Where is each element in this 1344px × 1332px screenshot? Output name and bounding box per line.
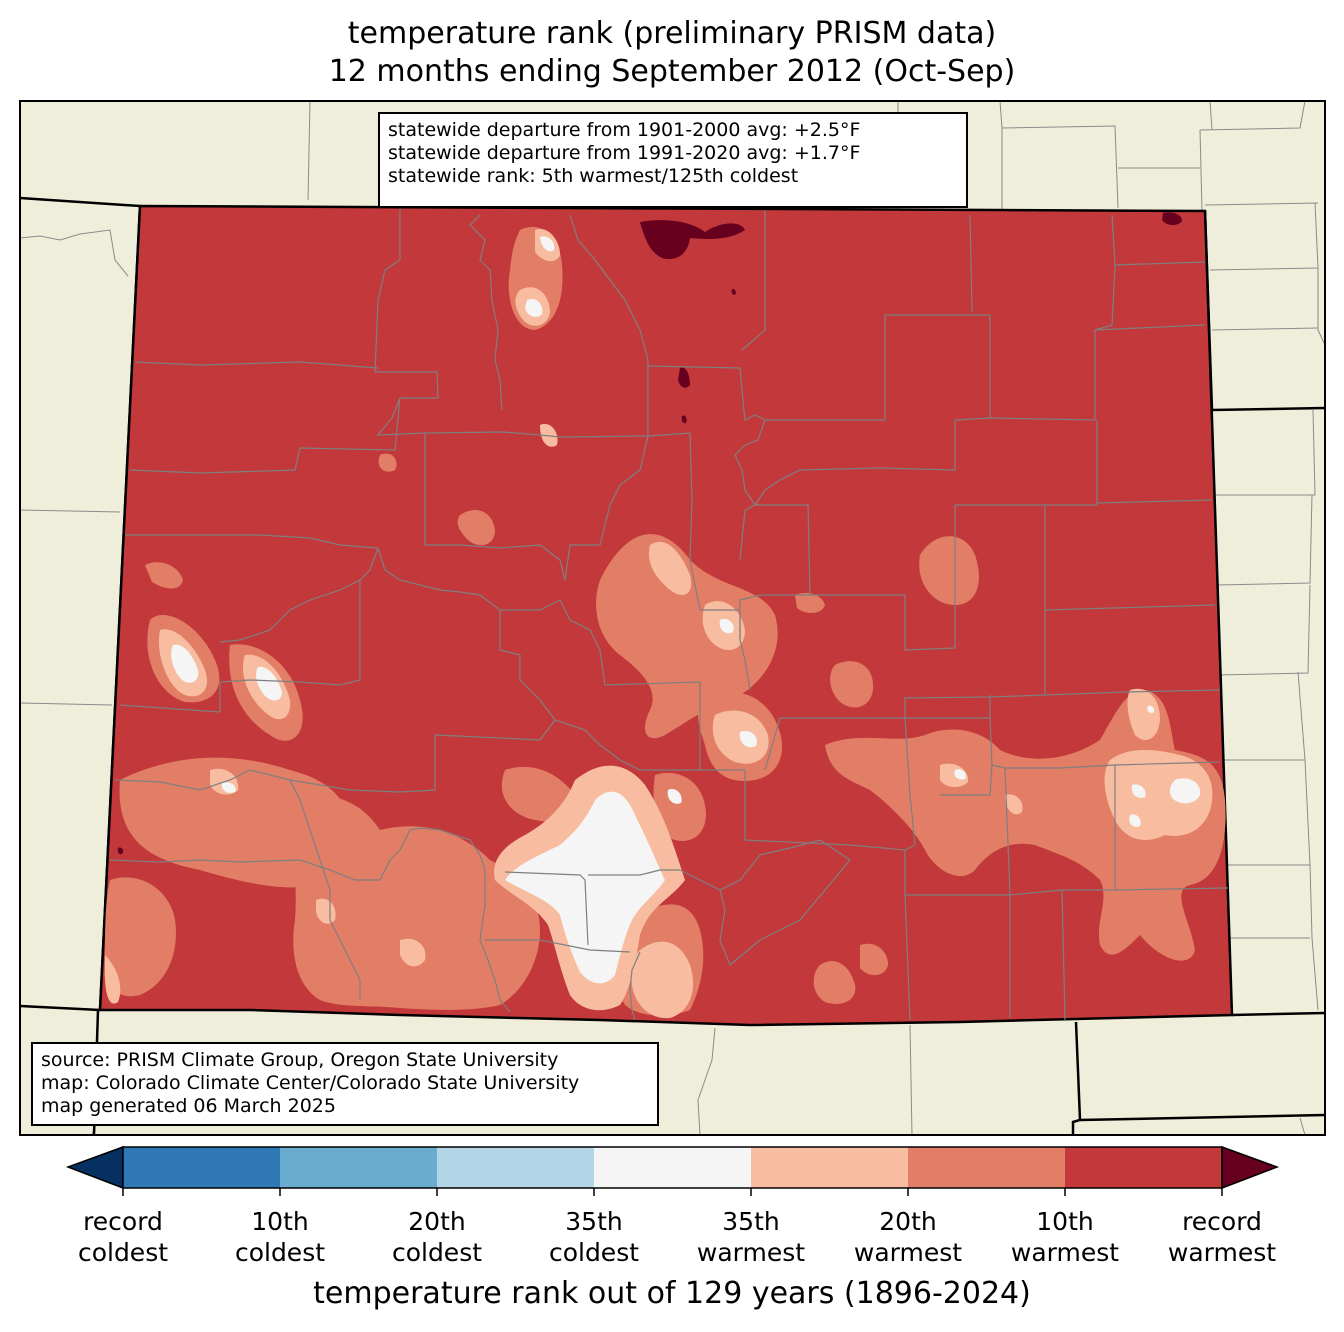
colorbar-tick-label: 35th warmest <box>696 1207 806 1267</box>
colorbar-swatch-neutral <box>594 1147 751 1188</box>
stats-departure-1901-2000: statewide departure from 1901-2000 avg: … <box>388 119 861 141</box>
colorbar-tick-label: 20th coldest <box>391 1207 483 1267</box>
generated-date-line: map generated 06 March 2025 <box>41 1095 336 1117</box>
stats-statewide-rank: statewide rank: 5th warmest/125th coldes… <box>388 165 799 187</box>
statewide-stats-box: statewide departure from 1901-2000 avg: … <box>378 112 968 208</box>
neighbor-county-lines <box>19 100 1326 1136</box>
colorbar-tick-label: 20th warmest <box>853 1207 963 1267</box>
map-title-line-2: 12 months ending September 2012 (Oct-Sep… <box>328 54 1016 89</box>
record-warmest-regions <box>117 212 1182 855</box>
source-credit-box: source: PRISM Climate Group, Oregon Stat… <box>31 1042 659 1126</box>
colorbar-tick-label: record warmest <box>1167 1207 1277 1267</box>
colorbar-tick-label: 10th coldest <box>234 1207 326 1267</box>
colorado-county-lines <box>109 209 1229 1021</box>
colorbar-extend-coldest <box>65 1145 124 1190</box>
colorbar-swatch-cold-20 <box>280 1147 437 1188</box>
stats-departure-1991-2020: statewide departure from 1991-2020 avg: … <box>388 142 861 164</box>
map-frame <box>19 100 1326 1136</box>
colorbar-tick-label: record coldest <box>77 1207 169 1267</box>
colorbar-tick-label: 35th coldest <box>548 1207 640 1267</box>
colorbar-title: temperature rank out of 129 years (1896-… <box>313 1276 1031 1311</box>
colorbar-tick-label: 10th warmest <box>1010 1207 1120 1267</box>
colorbar <box>65 1145 1280 1196</box>
colorbar-swatch-cold-10 <box>123 1147 280 1188</box>
colorbar-swatch-cold-35 <box>437 1147 594 1188</box>
map-title-line-1: temperature rank (preliminary PRISM data… <box>347 16 997 51</box>
colorbar-swatch-warm-35 <box>751 1147 908 1188</box>
colorbar-swatch-warm-20 <box>908 1147 1065 1188</box>
source-line: source: PRISM Climate Group, Oregon Stat… <box>41 1049 559 1071</box>
map-credit-line: map: Colorado Climate Center/Colorado St… <box>41 1072 580 1094</box>
colorbar-swatch-warm-10 <box>1065 1147 1222 1188</box>
colorbar-extend-warmest <box>1221 1145 1280 1190</box>
